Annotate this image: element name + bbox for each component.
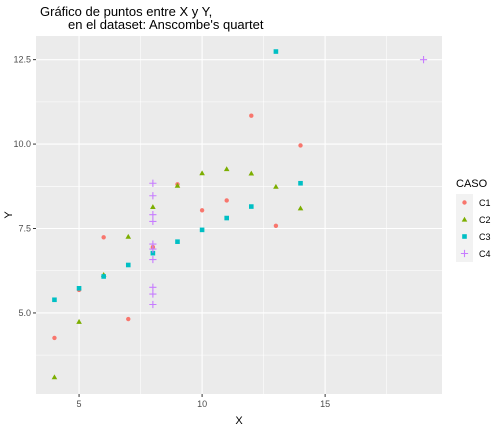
data-point-c3 — [249, 204, 254, 209]
series-c1 — [52, 113, 303, 341]
data-point-c2 — [248, 170, 255, 176]
legend-title: CASO — [456, 178, 488, 190]
legend-key-c1 — [462, 200, 467, 205]
data-point-c2 — [199, 170, 205, 176]
data-point-c4 — [419, 56, 428, 64]
axis-ticks: 5 10 15 5.0 7.5 10.0 12.5 — [13, 55, 330, 409]
data-point-c3 — [199, 227, 205, 233]
y-tick-label: 12.5 — [13, 55, 31, 65]
data-point-c3 — [150, 250, 156, 256]
data-point-c4 — [149, 255, 157, 264]
y-tick-label: 10.0 — [13, 139, 31, 149]
legend-label: C1 — [479, 198, 491, 208]
data-point-c4 — [149, 300, 157, 309]
legend-label: C2 — [479, 215, 491, 225]
data-point-c3 — [52, 297, 57, 303]
chart-title: Gráfico de puntos entre X y Y, — [40, 4, 213, 19]
data-point-c4 — [149, 217, 157, 226]
data-point-c2 — [150, 204, 156, 209]
legend-label: C3 — [479, 232, 491, 242]
data-point-c4 — [149, 192, 157, 200]
data-point-c4 — [149, 211, 157, 219]
data-point-c1 — [199, 208, 205, 213]
legend-item-c4: C4 — [456, 245, 491, 262]
x-axis-title: X — [235, 415, 243, 427]
legend-key-c3 — [462, 234, 467, 239]
chart-subtitle: en el dataset: Anscombe's quartet — [68, 17, 264, 32]
data-point-c2 — [273, 183, 279, 189]
y-tick-label: 5.0 — [18, 308, 31, 318]
legend-key-c2 — [461, 216, 468, 222]
data-point-c2 — [174, 182, 181, 188]
data-point-c3 — [175, 239, 180, 244]
y-axis-title: Y — [3, 211, 15, 219]
data-point-c3 — [298, 180, 303, 186]
data-point-c1 — [101, 235, 106, 240]
data-point-c3 — [273, 49, 279, 54]
series-c3 — [52, 49, 303, 303]
data-point-c3 — [224, 215, 229, 221]
x-tick-label: 15 — [320, 399, 330, 409]
series-c2 — [51, 166, 304, 380]
grid-minor — [36, 36, 442, 394]
legend-item-c2: C2 — [456, 211, 491, 228]
legend-item-c1: C1 — [456, 194, 491, 211]
data-point-c1 — [126, 316, 131, 322]
data-point-c2 — [223, 166, 230, 172]
data-point-c2 — [76, 318, 82, 324]
data-point-c3 — [125, 262, 131, 268]
series-c4 — [149, 56, 428, 309]
data-point-c3 — [76, 285, 82, 291]
legend-item-c3: C3 — [456, 228, 491, 245]
legend: CASO C1 C2 C3 C4 — [456, 178, 491, 262]
data-point-c4 — [149, 290, 157, 298]
data-point-c2 — [51, 374, 58, 380]
x-tick-label: 10 — [197, 399, 207, 409]
data-point-c1 — [52, 335, 57, 341]
data-point-c1 — [249, 113, 254, 118]
y-tick-label: 7.5 — [18, 224, 31, 234]
grid-major — [36, 36, 442, 394]
data-point-c2 — [125, 233, 132, 239]
data-point-c1 — [298, 143, 303, 148]
data-point-c2 — [297, 205, 304, 211]
data-points — [51, 49, 428, 380]
data-point-c1 — [273, 223, 279, 229]
legend-key-c4 — [460, 249, 469, 258]
legend-label: C4 — [479, 249, 491, 259]
data-point-c1 — [224, 198, 229, 203]
x-tick-label: 5 — [77, 399, 82, 409]
data-point-c4 — [149, 283, 157, 291]
data-point-c4 — [149, 179, 157, 187]
data-point-c3 — [101, 274, 106, 279]
plot-panel — [36, 36, 442, 394]
data-point-c4 — [149, 245, 157, 253]
